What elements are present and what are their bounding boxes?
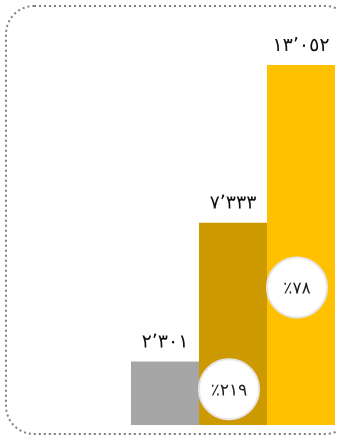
bar-value-label-3: ١٣٬٠٥٢ [272,34,329,56]
bar-value-label-2: ٧٬٣٣٣ [210,192,257,214]
bar-1 [131,361,199,425]
growth-label-2: ٪٧٨ [283,278,310,298]
growth-label-1: ٪٢١٩ [211,380,248,400]
chart-frame [5,5,337,435]
growth-bubble-1: ٪٢١٩ [198,358,260,421]
bar-3 [267,65,335,425]
growth-bubble-circle-1 [198,358,260,421]
growth-bubble-2: ٪٧٨ [266,256,328,319]
bar-value-label-1: ٢٬٣٠١ [142,331,189,353]
growth-bubble-circle-2 [266,256,328,319]
